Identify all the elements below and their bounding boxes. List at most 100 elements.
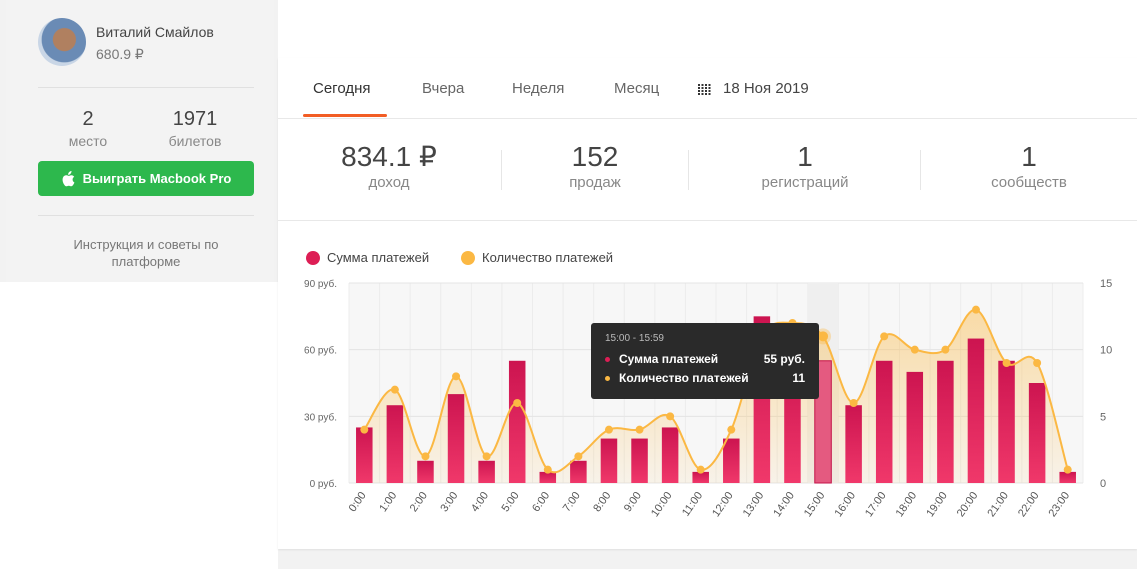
legend-dot [306, 250, 320, 265]
y-tick-right: 0 [1100, 478, 1106, 490]
x-tick: 18:00 [894, 490, 920, 519]
communities-metric: 1 сообществ [959, 142, 1099, 192]
income-value: 834.1 ₽ [341, 141, 437, 172]
chart-bar [417, 460, 434, 483]
x-tick: 17:00 [863, 490, 889, 519]
legend-label: Сумма платежей [327, 250, 430, 265]
chart-bar [386, 405, 404, 483]
legend-label: Количество платежей [482, 250, 614, 265]
chart-point [390, 385, 399, 394]
x-tick: 23:00 [1047, 490, 1073, 519]
tab-month[interactable]: Месяц [614, 80, 660, 97]
x-tick: 14:00 [771, 490, 797, 519]
tickets-stat: 1971 билетов [150, 108, 240, 149]
chart-point [941, 345, 950, 354]
sales-label: продаж [569, 174, 621, 191]
chart-bar [631, 438, 648, 483]
x-tick: 2:00 [408, 490, 430, 514]
chart-point [635, 425, 644, 434]
x-tick: 6:00 [530, 490, 552, 514]
date-picker[interactable]: 18 Ноя 2019 [723, 80, 809, 97]
chart-bar [356, 427, 373, 483]
x-tick: 4:00 [469, 490, 491, 514]
y-tick-left: 60 руб. [304, 345, 337, 357]
tickets-label: билетов [168, 133, 222, 149]
y-tick-right: 5 [1100, 411, 1106, 423]
x-tick: 13:00 [741, 490, 767, 519]
chart-point [1033, 359, 1042, 367]
x-tick: 20:00 [955, 490, 981, 519]
period-tabs: Сегодня Вчера Неделя Месяц 18 Ноя 2019 [278, 58, 1137, 119]
x-tick: 3:00 [438, 490, 460, 514]
count-line [363, 308, 1069, 474]
y-tick-right: 10 [1100, 345, 1112, 357]
chart-point [574, 452, 583, 461]
registrations-metric: 1 регистраций [730, 142, 880, 192]
chart-bar [1028, 383, 1046, 483]
chart-bar [539, 471, 557, 483]
y-tick-left: 30 руб. [304, 411, 337, 423]
x-tick: 0:00 [347, 490, 369, 514]
sidebar: Виталий Смайлов 680.9 ₽ 2 место 1971 бил… [6, 0, 274, 290]
chart-point [543, 465, 552, 474]
divider [38, 215, 254, 216]
chart-point [727, 425, 736, 434]
income-label: доход [368, 174, 410, 191]
rank-label: место [68, 133, 108, 149]
chart-point [1063, 465, 1072, 474]
chart-bar [937, 360, 954, 483]
instruction-link[interactable]: Инструкция и советы по платформе [73, 237, 219, 269]
avatar[interactable] [38, 18, 86, 66]
tooltip-dot [605, 375, 610, 381]
chart-bar [661, 427, 679, 483]
y-tick-left: 0 руб. [310, 478, 337, 490]
chart-point [604, 425, 613, 434]
active-tab-indicator [303, 114, 387, 117]
y-tick-right: 15 [1100, 278, 1112, 290]
chart-point [360, 425, 369, 434]
calendar-icon[interactable] [698, 84, 711, 95]
legend-item-amount[interactable]: Сумма платежей [306, 250, 429, 265]
x-tick: 9:00 [622, 490, 644, 514]
chart-point [849, 399, 858, 407]
tickets-value: 1971 [172, 108, 218, 130]
chart-bar [875, 360, 893, 483]
x-tick: 5:00 [500, 490, 522, 514]
tooltip-dot [605, 356, 610, 362]
chart-bar [845, 405, 862, 483]
user-name: Виталий Смайлов [96, 24, 214, 40]
top-blank [278, 0, 1137, 58]
win-macbook-button[interactable]: Выиграть Macbook Pro [38, 161, 254, 196]
blank-area [0, 282, 278, 569]
chart-bar [723, 438, 740, 483]
tooltip-row-count: Количество платежей 11 [605, 371, 805, 385]
income-metric: 834.1 ₽ доход [319, 141, 459, 192]
divider [920, 150, 921, 190]
chart-point [513, 399, 522, 407]
chart-point [818, 331, 829, 342]
tooltip-value: 11 [792, 371, 805, 385]
user-balance: 680.9 ₽ [96, 46, 144, 62]
divider [688, 150, 689, 190]
tab-week[interactable]: Неделя [512, 80, 565, 97]
rank-stat: 2 место [43, 108, 133, 149]
tab-today[interactable]: Сегодня [313, 80, 371, 97]
x-tick: 22:00 [1016, 490, 1042, 519]
rank-value: 2 [82, 108, 94, 130]
tooltip-title: 15:00 - 15:59 [605, 333, 664, 344]
chart-point [971, 305, 980, 314]
tab-yesterday[interactable]: Вчера [422, 80, 465, 97]
apple-icon [62, 170, 75, 186]
chart-bar [906, 371, 924, 483]
y-tick-left: 90 руб. [304, 278, 337, 290]
x-tick: 15:00 [802, 490, 828, 519]
legend-item-count[interactable]: Количество платежей [461, 250, 613, 265]
tooltip-row-amount: Сумма платежей 55 руб. [605, 352, 805, 366]
chart-point [910, 345, 919, 354]
registrations-label: регистраций [761, 174, 849, 191]
chart-bar [447, 394, 465, 483]
chart-tooltip: 15:00 - 15:59 Сумма платежей 55 руб. Кол… [591, 323, 819, 399]
x-tick: 12:00 [710, 490, 736, 519]
x-tick: 19:00 [924, 490, 950, 519]
